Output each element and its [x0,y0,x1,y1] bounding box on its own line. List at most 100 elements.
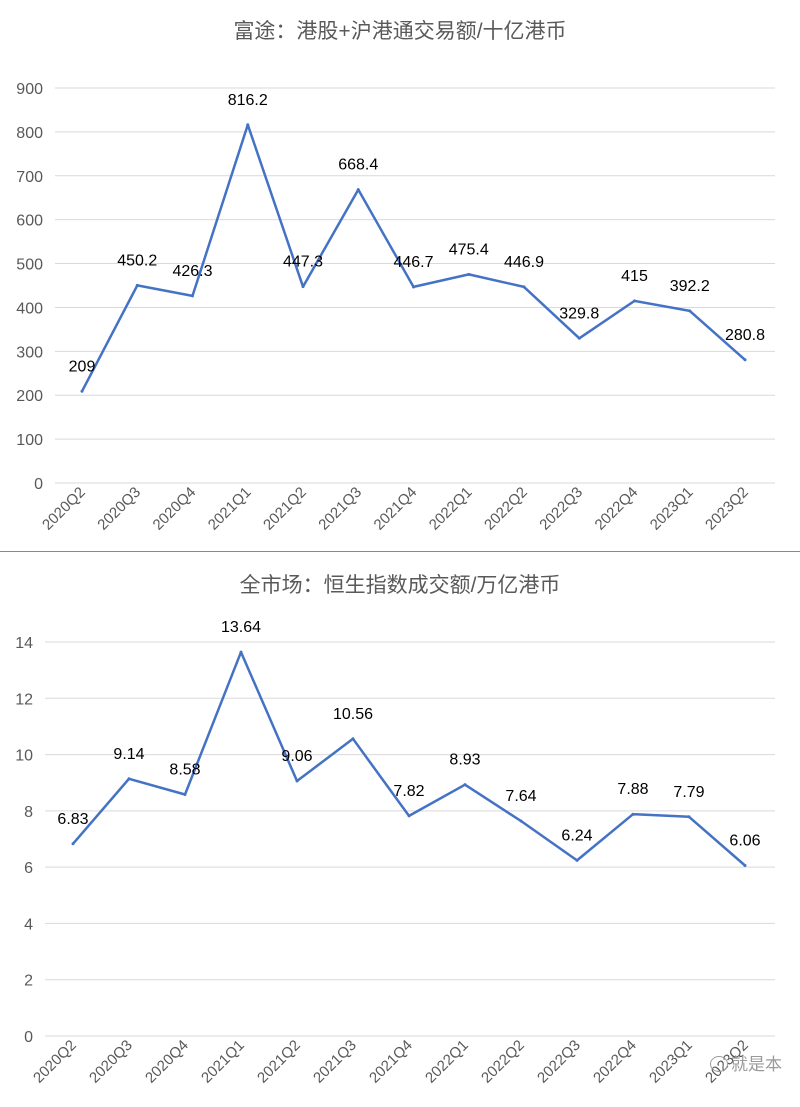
chart-2-title: 全市场：恒生指数成交额/万亿港币 [240,574,561,597]
chart-1-data-point [135,283,139,287]
chart-2-y-tick-label: 4 [24,916,33,933]
chart-1-y-tick-label: 0 [34,476,43,493]
chart-1-data-label: 446.9 [504,254,544,271]
chart-2-data-point [71,842,75,846]
chart-2-y-tick-label: 0 [24,1029,33,1046]
chart-1-y-tick-label: 700 [16,169,43,186]
chart-1-x-tick-label: 2021Q1 [205,484,255,534]
chart-1-data-point [356,188,360,192]
chart-2-data-label: 7.88 [617,781,648,798]
chart-1-y-tick-label: 300 [16,344,43,361]
chart-1-data-point [301,285,305,289]
chart-1-y-tick-label: 800 [16,125,43,142]
chart-1-data-label: 447.3 [283,254,323,271]
chart-1-title: 富途：港股+沪港通交易额/十亿港币 [233,20,566,43]
chart-2-data-point [687,815,691,819]
chart-2-x-tick-label: 2022Q3 [534,1037,584,1087]
chart-2-data-label: 9.06 [281,748,312,765]
chart-2-y-tick-label: 14 [15,635,33,652]
chart-panel-2: 全市场：恒生指数成交额/万亿港币 0 2 4 6 8 10 12 14 2020Q2 2020Q3… [0,552,800,1107]
chart-1-y-tick-label: 100 [16,432,43,449]
chart-2-data-label: 9.14 [113,746,144,763]
chart-2-data-label: 7.64 [505,788,536,805]
chart-2-data-point [295,779,299,783]
chart-2-data-label: 7.82 [393,783,424,800]
wechat-icon [710,1056,728,1072]
chart-1-y-tick-label: 200 [16,388,43,405]
chart-2-data-point [631,812,635,816]
chart-2-data-label: 10.56 [333,706,373,723]
chart-1-data-label: 668.4 [338,157,378,174]
chart-2-data-point [575,858,579,862]
chart-2-x-tick-label: 2022Q1 [422,1037,472,1087]
chart-2-x-tick-label: 2021Q1 [198,1037,248,1087]
chart-1-data-label: 329.8 [559,305,599,322]
chart-1-x-tick-label: 2021Q2 [260,484,310,534]
chart-1-y-tick-label: 900 [16,81,43,98]
chart-2-y-tick-label: 10 [15,748,33,765]
chart-1-data-label: 209 [69,358,96,375]
chart-2-y-tick-label: 8 [24,804,33,821]
chart-1-x-tick-label: 2020Q4 [150,484,200,534]
chart-1-data-label: 450.2 [117,252,157,269]
chart-1-y-tick-label: 400 [16,300,43,317]
chart-2-y-tick-label: 6 [24,860,33,877]
chart-1-data-point [246,123,250,127]
chart-1-data-label: 816.2 [228,92,268,109]
chart-2-data-label: 6.24 [561,827,592,844]
chart-1-x-tick-label: 2020Q2 [39,484,89,534]
chart-1-x-tick-label: 2021Q3 [315,484,365,534]
chart-2-x-tick-label: 2022Q2 [478,1037,528,1087]
chart-2-data-label: 13.64 [221,619,261,636]
chart-2-svg: 全市场：恒生指数成交额/万亿港币 0 2 4 6 8 10 12 14 2020Q2 2020Q3… [15,574,775,1087]
chart-1-data-label: 446.7 [393,254,433,271]
chart-1-x-tick-label: 2021Q4 [371,484,421,534]
chart-1-x-tick-label: 2020Q3 [94,484,144,534]
chart-2-x-tick-label: 2023Q1 [646,1037,696,1087]
chart-1-data-label: 475.4 [449,241,489,258]
watermark: 就是本 [710,1050,782,1075]
chart-1-data-point [688,309,692,313]
chart-1-x-tick-label: 2022Q2 [481,484,531,534]
chart-2-data-point [239,650,243,654]
panel-divider [0,551,800,552]
chart-2-x-tick-label: 2020Q2 [30,1037,80,1087]
chart-2-data-label: 7.79 [673,784,704,801]
chart-2-y-tick-label: 2 [24,973,33,990]
chart-1-data-label: 280.8 [725,327,765,344]
chart-2-x-tick-label: 2020Q3 [86,1037,136,1087]
chart-2-data-point [127,777,131,781]
chart-2-data-label: 8.58 [169,762,200,779]
chart-2-data-point [351,737,355,741]
chart-2-x-tick-label: 2022Q4 [590,1037,640,1087]
chart-1-x-tick-label: 2023Q1 [647,484,697,534]
chart-1-data-point [522,285,526,289]
chart-1-data-point [191,294,194,298]
chart-1-data-label: 426.3 [172,263,212,280]
chart-2-data-point [463,783,467,787]
chart-2-data-point [519,819,523,823]
chart-1-y-tick-label: 600 [16,213,43,230]
chart-1-data-point [743,358,747,362]
chart-1-data-point [412,285,415,289]
chart-1-plot: 0 100 200 300 400 500 600 700 800 900 2020Q2 2020Q3… [16,81,775,534]
chart-1-data-label: 392.2 [670,278,710,295]
chart-1-x-tick-label: 2022Q3 [536,484,586,534]
chart-1-x-tick-label: 2022Q1 [426,484,476,534]
chart-1-y-tick-label: 500 [16,257,43,274]
chart-1-data-point [80,389,84,393]
chart-1-data-point [467,272,471,276]
chart-2-data-label: 8.93 [449,752,480,769]
chart-1-svg: 富途：港股+沪港通交易额/十亿港币 0 100 200 300 400 500 600 700… [16,20,775,534]
chart-2-y-tick-label: 12 [15,691,33,708]
chart-2-data-label: 6.06 [729,832,760,849]
chart-1-data-point [633,299,636,303]
chart-panel-1: 富途：港股+沪港通交易额/十亿港币 0 100 200 300 400 500 600 700… [0,0,800,552]
chart-2-series-line [71,650,747,867]
chart-2-x-tick-label: 2021Q4 [366,1037,416,1087]
chart-2-data-label: 6.83 [57,811,88,828]
chart-2-data-point [183,793,187,797]
chart-2-data-point [407,814,411,818]
chart-1-data-label: 415 [621,268,648,285]
